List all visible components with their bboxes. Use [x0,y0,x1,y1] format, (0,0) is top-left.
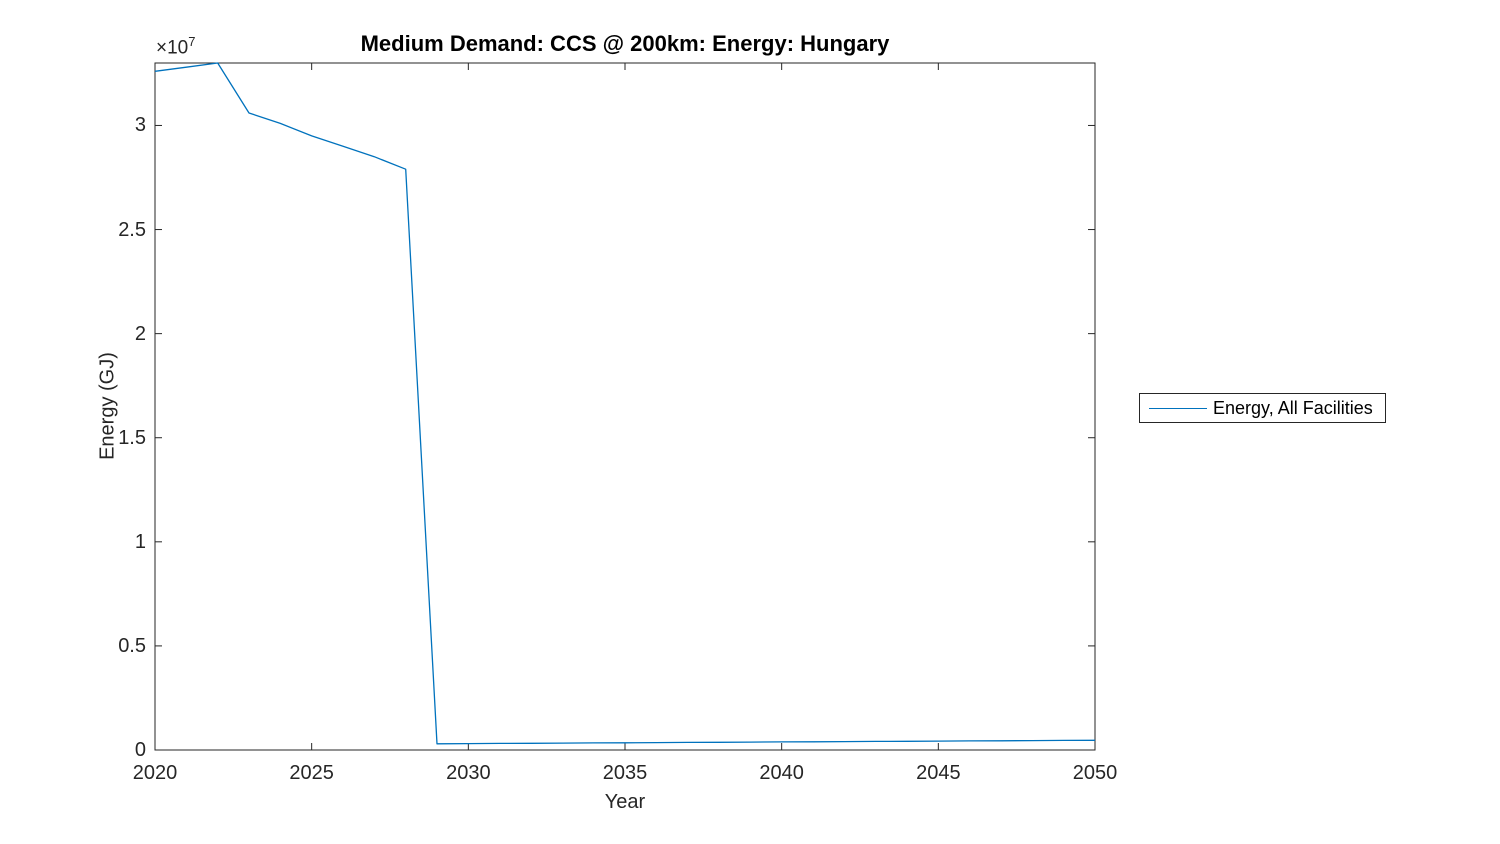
y-tick-label: 1.5 [118,426,146,449]
y-axis-multiplier-label: ×107 [156,34,195,59]
x-tick-label: 2035 [602,762,648,784]
energy-line [154,62,1096,745]
legend: Energy, All Facilities [1139,393,1386,423]
x-tick-label: 2025 [289,762,334,784]
x-tick-label: 2020 [132,762,178,784]
y-tick-label: 0.5 [118,634,146,657]
y-tick-label: 0 [134,739,146,761]
chart-title: Medium Demand: CCS @ 200km: Energy: Hung… [360,31,890,56]
y-tick-label: 1 [134,530,146,553]
axes-box [154,62,1096,751]
y-axis-multiplier-exponent: 7 [188,34,196,49]
x-tick-label: 2045 [916,762,961,784]
y-tick-label: 2.5 [118,218,146,241]
x-tick-label: 2030 [446,762,491,784]
x-axis-label: Year [604,791,646,813]
y-tick-label: 3 [134,114,146,137]
legend-line-sample-icon [1149,407,1207,409]
x-tick-label: 2050 [1072,762,1118,784]
x-tick-label: 2040 [759,762,804,784]
y-tick-label: 2 [134,322,146,345]
y-axis-multiplier-base: ×10 [156,37,189,59]
legend-label: Energy, All Facilities [1213,397,1373,418]
